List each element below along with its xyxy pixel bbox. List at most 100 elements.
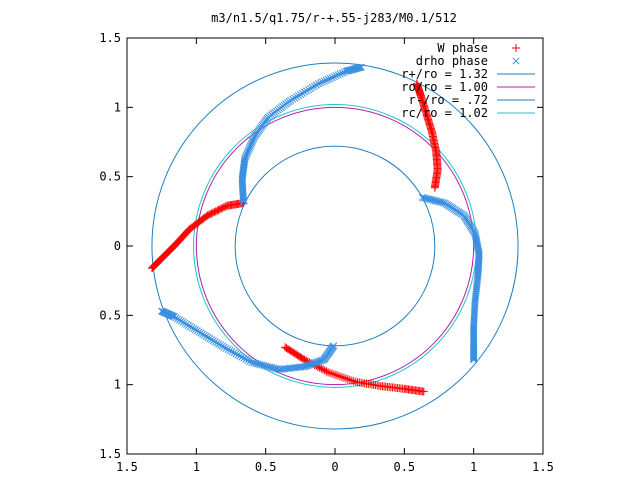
- series-1-point-0-80: [306, 84, 314, 93]
- chart-title: m3/n1.5/q1.75/r-+.55-j283/M0.1/512: [211, 11, 457, 25]
- series-1-point-0-95-b: [336, 70, 344, 78]
- series-1-point-2-56-b: [248, 358, 256, 367]
- series-1-point-2-69-b: [222, 344, 230, 352]
- series-1-point-2-59-b: [242, 355, 250, 363]
- series-1-point-0-75-b: [296, 90, 305, 99]
- series-1-point-0-20-b: [239, 166, 247, 175]
- series-0-point-1-39: [345, 375, 354, 384]
- series-1-point-0-17-b: [239, 171, 247, 179]
- series-1-point-0-18-b: [239, 169, 247, 178]
- series-1-point-2-41-b: [277, 365, 285, 373]
- series-1-point-0-87: [320, 77, 328, 85]
- x-tick-label-2: 0.5: [255, 460, 277, 474]
- series-1-point-1-64-b: [474, 263, 482, 271]
- series-1-point-0-16-b: [238, 172, 247, 181]
- series-1-point-1-61-b: [475, 258, 483, 266]
- series-0-point-2-82: [149, 262, 158, 271]
- circle-2: [234, 145, 436, 347]
- series-1-point-0-78: [302, 87, 311, 95]
- series-1-point-1-12-b: [437, 198, 445, 206]
- series-0: [147, 79, 442, 396]
- series-1-point-2-67: [226, 346, 234, 355]
- series-1-point-2-51-b: [258, 361, 266, 369]
- series-0-point-1-41: [349, 377, 358, 386]
- series-0-point-0-84: [412, 79, 421, 88]
- series-1-point-0-24-b: [240, 161, 248, 169]
- x-tick-label-5: 1: [470, 460, 477, 474]
- series-1-point-0-110: [355, 64, 363, 72]
- series-1-point-0-81: [308, 83, 316, 91]
- series-1-point-0-78-b: [302, 87, 311, 95]
- series-1-point-2-45-b: [270, 364, 278, 372]
- series-1-point-0-70-b: [287, 96, 295, 104]
- series-0-point-1-26: [320, 366, 329, 375]
- series-0-point-1-31: [330, 370, 339, 379]
- series-1-point-0-84-b: [314, 80, 322, 88]
- series-1-point-2-55-b: [250, 359, 258, 367]
- series-1-point-0-96-b: [338, 69, 346, 77]
- series-1-point-0-71: [289, 95, 297, 103]
- series-1-point-0-112: [357, 63, 365, 71]
- series-1-point-0-87-b: [320, 77, 328, 85]
- series-1-point-2-50-b: [260, 361, 268, 370]
- series-1-point-0-72: [291, 94, 299, 102]
- series-1-point-0-26-b: [240, 158, 249, 166]
- series-1-point-1-56-b: [475, 250, 483, 258]
- series-0-point-1-30: [328, 369, 337, 378]
- series-1-point-0-88-b: [322, 76, 330, 84]
- legend-sample-1: [512, 57, 520, 65]
- series-1-point-1-124-b: [470, 354, 478, 362]
- series-0-point-1-37: [341, 374, 350, 383]
- series-1-point-0-92-b: [330, 73, 338, 81]
- series-1-point-0-77-b: [300, 88, 309, 96]
- series-1-point-0-79: [304, 86, 313, 94]
- series-1-point-0-111-b: [356, 63, 364, 71]
- series-1-point-2-112-b: [158, 307, 166, 315]
- x-tick-label-6: 1.5: [532, 460, 554, 474]
- series-1-point-0-77: [300, 88, 309, 96]
- series-1-segment-1: [418, 193, 483, 364]
- legend-label-4: r-/ro = .72: [409, 93, 488, 107]
- series-1-point-0-83-b: [312, 81, 320, 89]
- series-1-point-2-58-b: [244, 356, 252, 364]
- series-0-segment-1: [281, 343, 428, 396]
- series-1-point-0-74-b: [294, 92, 303, 100]
- series-0-segment-0: [412, 79, 442, 192]
- series-0-point-1-24: [317, 364, 326, 373]
- series-1-point-0-88: [322, 76, 330, 84]
- series-1-point-2-65: [230, 349, 238, 357]
- y-tick-label-3: 0: [114, 239, 121, 253]
- series-1-point-1-63-b: [474, 261, 483, 269]
- series-1-point-1-66-b: [474, 266, 482, 274]
- series-1-point-2-56: [248, 358, 256, 367]
- series-1-point-0-73-b: [293, 93, 301, 101]
- series-1-point-2-60: [240, 354, 248, 362]
- series-1-point-2-66-b: [228, 348, 236, 356]
- series-1-point-2-63: [234, 351, 242, 359]
- series-1-point-2-48-b: [264, 362, 272, 370]
- series-1-point-0-71-b: [289, 95, 297, 103]
- legend-label-5: rc/ro = 1.02: [401, 106, 488, 120]
- x-tick-label-0: 1.5: [116, 460, 138, 474]
- series-1-point-1-125: [470, 355, 478, 363]
- series-1-point-2-53-b: [254, 360, 262, 368]
- series-1-point-1-60-b: [475, 257, 483, 265]
- series-1-point-2-66: [228, 348, 236, 356]
- series-1-point-2-57: [246, 357, 254, 365]
- series-1: [158, 63, 483, 373]
- series-1-point-2-61-b: [238, 353, 246, 361]
- legend-label-2: r+/ro = 1.32: [401, 67, 488, 81]
- series-1-point-0-73: [293, 93, 301, 101]
- series-1-point-0-91-b: [328, 73, 336, 82]
- series-1-point-1-59-b: [475, 255, 483, 263]
- series-1-point-0-15-b: [238, 174, 246, 182]
- series-1-segment-0: [238, 63, 365, 206]
- series-1-point-0-82-b: [310, 82, 318, 90]
- series-1-point-0-85-b: [316, 79, 324, 87]
- series-1-point-2-62-b: [236, 352, 244, 360]
- series-1-point-0-70: [287, 96, 295, 104]
- series-1-point-0-74: [294, 92, 303, 100]
- series-0-point-2-84: [147, 264, 156, 273]
- series-1-point-2-46-b: [268, 363, 276, 371]
